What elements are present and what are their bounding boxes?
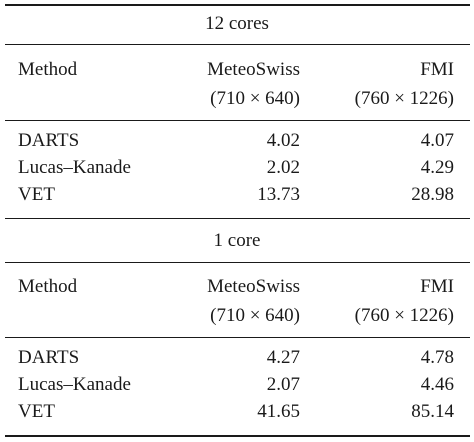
section-title: 12 cores xyxy=(205,13,269,34)
section-title-rule xyxy=(5,262,470,263)
section-title: 1 core xyxy=(213,230,261,251)
header-meteoswiss: MeteoSwiss xyxy=(207,276,300,297)
row-meteoswiss-value: 41.65 xyxy=(257,401,300,422)
row-method: Lucas–Kanade xyxy=(18,374,131,395)
row-meteoswiss-value: 4.02 xyxy=(266,130,300,151)
header-method: Method xyxy=(18,59,78,80)
header-rule xyxy=(5,337,470,338)
row-method: Lucas–Kanade xyxy=(18,157,131,178)
row-meteoswiss-value: 4.27 xyxy=(266,347,300,368)
row-method: VET xyxy=(18,401,55,422)
row-fmi-value: 4.29 xyxy=(420,157,454,178)
row-method: VET xyxy=(18,184,55,205)
header-meteoswiss-dims: (710 × 640) xyxy=(210,88,300,109)
header-method: Method xyxy=(18,276,78,297)
header-fmi-dims: (760 × 1226) xyxy=(354,88,454,109)
row-fmi-value: 4.07 xyxy=(420,130,454,151)
header-fmi: FMI xyxy=(420,276,454,297)
row-method: DARTS xyxy=(18,347,80,368)
row-fmi-value: 28.98 xyxy=(411,184,454,205)
row-fmi-value: 4.46 xyxy=(420,374,454,395)
header-rule xyxy=(5,120,470,121)
header-fmi: FMI xyxy=(420,59,454,80)
row-method: DARTS xyxy=(18,130,80,151)
bottom-rule xyxy=(5,435,470,437)
row-meteoswiss-value: 13.73 xyxy=(257,184,300,205)
row-fmi-value: 4.78 xyxy=(420,347,454,368)
section-title-rule xyxy=(5,44,470,45)
header-meteoswiss-dims: (710 × 640) xyxy=(210,305,300,326)
row-fmi-value: 85.14 xyxy=(411,401,454,422)
section-divider-rule xyxy=(5,218,470,219)
row-meteoswiss-value: 2.02 xyxy=(266,157,300,178)
top-rule xyxy=(5,4,470,6)
header-meteoswiss: MeteoSwiss xyxy=(207,59,300,80)
header-fmi-dims: (760 × 1226) xyxy=(354,305,454,326)
row-meteoswiss-value: 2.07 xyxy=(266,374,300,395)
